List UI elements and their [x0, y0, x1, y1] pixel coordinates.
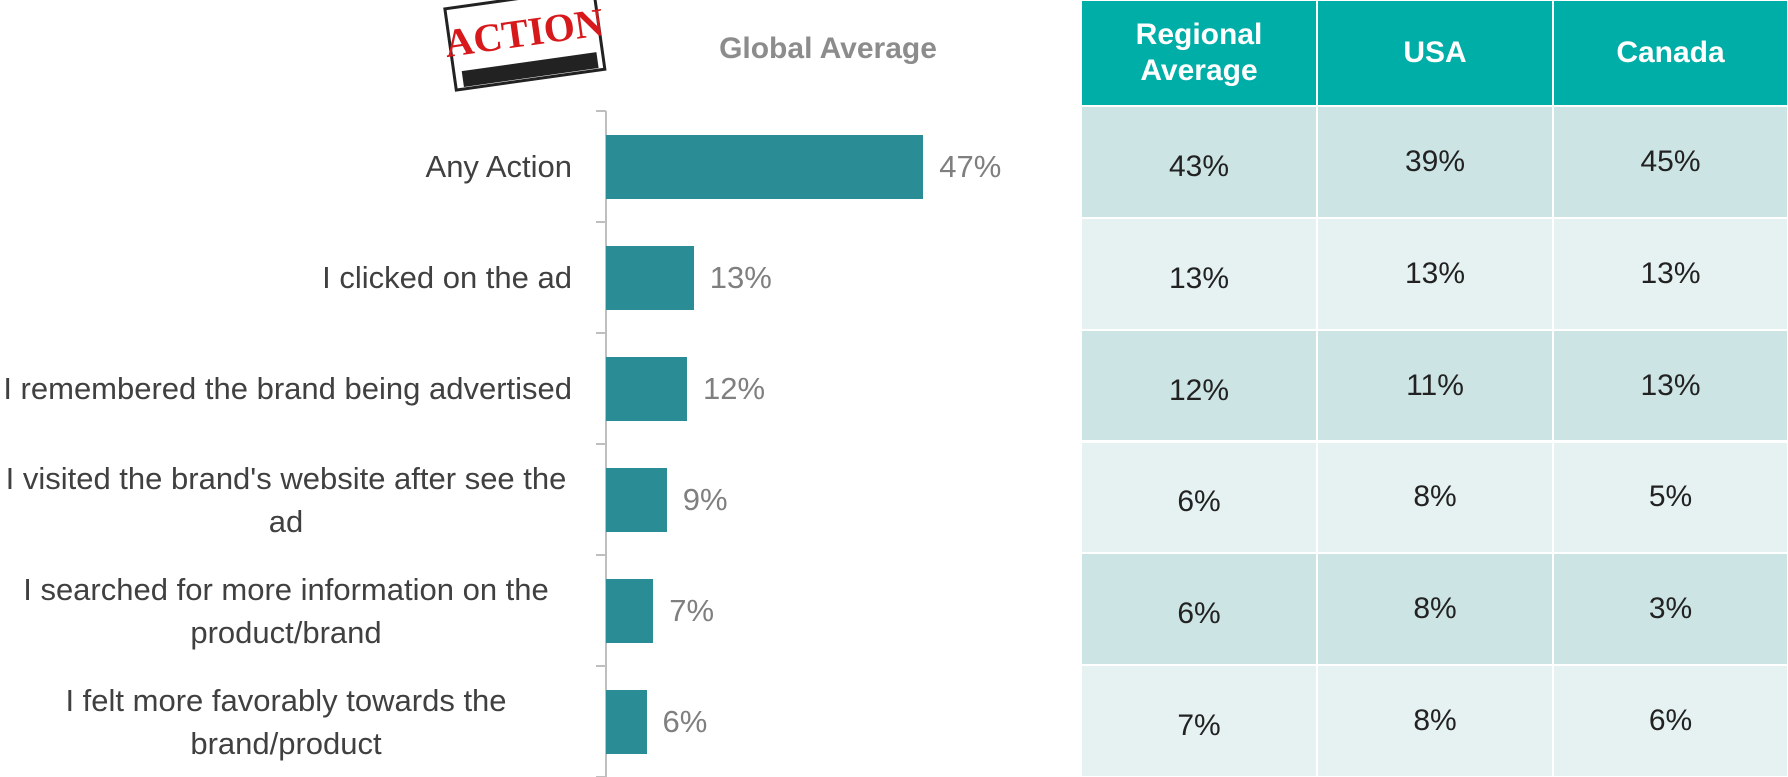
table-cell: 6%	[1081, 441, 1317, 554]
table-cell: 12%	[1081, 329, 1317, 442]
table-cell: 8%	[1317, 441, 1553, 554]
table-cell: 8%	[1317, 553, 1553, 666]
bar	[606, 356, 687, 421]
axis-tick	[596, 443, 606, 445]
chart-title: Global Average	[719, 32, 937, 65]
bar	[606, 467, 667, 532]
table-header-cell: Regional Average	[1081, 0, 1317, 106]
table-cell: 11%	[1317, 329, 1553, 442]
value-label: 7%	[669, 592, 715, 628]
bar	[606, 578, 654, 643]
table-cell: 7%	[1081, 665, 1317, 777]
table-cell: 39%	[1317, 106, 1553, 218]
axis-line	[605, 111, 607, 777]
axis-tick	[596, 110, 606, 112]
axis-tick	[596, 221, 606, 223]
table-header-cell: Canada	[1553, 0, 1788, 106]
category-label: I clicked on the ad	[322, 260, 572, 295]
category-label-box: I remembered the brand being advertised	[0, 333, 572, 444]
table-cell: 6%	[1081, 553, 1317, 666]
axis-tick	[596, 554, 606, 556]
category-label-box: I clicked on the ad	[0, 222, 572, 333]
table-cell: 3%	[1553, 553, 1788, 666]
value-label: 47%	[939, 148, 1002, 184]
table-cell: 8%	[1317, 665, 1553, 777]
axis-tick	[596, 665, 606, 667]
table-cell: 13%	[1553, 329, 1788, 442]
category-label: I felt more favorably towards the brand/…	[65, 682, 507, 761]
table-cell: 45%	[1553, 106, 1788, 218]
table-cell: 13%	[1553, 217, 1788, 330]
bar	[606, 134, 924, 199]
table-header-cell: USA	[1317, 0, 1553, 106]
value-label: 12%	[703, 370, 766, 406]
table-cell: 6%	[1553, 665, 1788, 777]
category-label-box: Any Action	[0, 111, 572, 222]
table-cell: 5%	[1553, 441, 1788, 554]
category-label-box: I felt more favorably towards the brand/…	[0, 666, 572, 777]
category-label: I remembered the brand being advertised	[3, 371, 572, 406]
category-label: I searched for more information on the p…	[23, 571, 549, 650]
category-label-box: I visited the brand's website after see …	[0, 444, 572, 555]
value-label: 6%	[662, 703, 708, 739]
value-label: 9%	[682, 481, 728, 517]
table-cell: 13%	[1317, 217, 1553, 330]
logo-stripe	[461, 52, 599, 87]
category-label: I visited the brand's website after see …	[5, 460, 567, 539]
bar	[606, 689, 647, 754]
bar	[606, 245, 694, 310]
category-label: Any Action	[425, 149, 572, 184]
table-cell: 43%	[1081, 106, 1317, 218]
value-label: 13%	[709, 259, 772, 295]
category-label-box: I searched for more information on the p…	[0, 555, 572, 666]
logo: ACTION	[442, 0, 607, 92]
table-cell: 13%	[1081, 217, 1317, 330]
axis-tick	[596, 332, 606, 334]
